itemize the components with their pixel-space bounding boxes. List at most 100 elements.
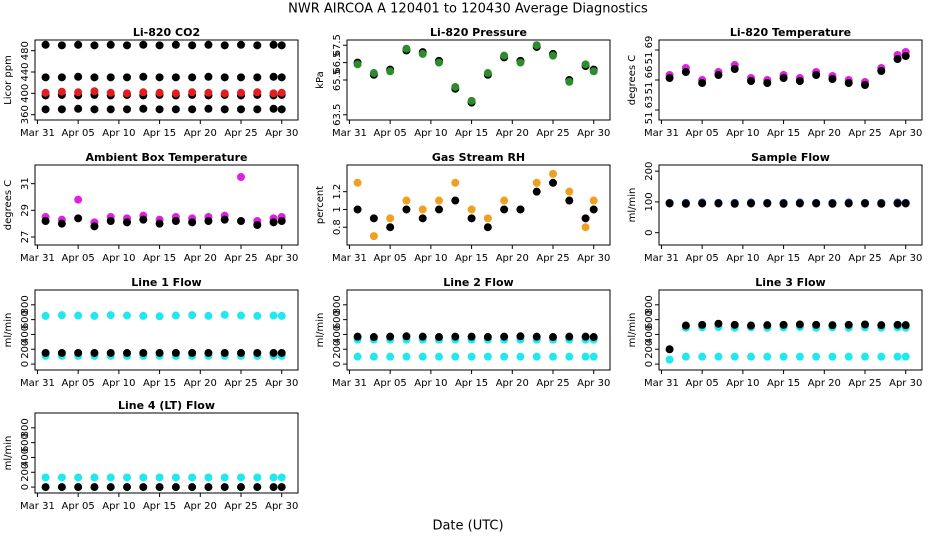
point [139, 348, 148, 357]
point [353, 178, 362, 187]
point [188, 73, 197, 82]
point [532, 178, 541, 187]
point [220, 73, 229, 82]
x-tick-label: Apr 25 [224, 128, 257, 139]
x-tick-label: Apr 15 [767, 253, 800, 264]
x-tick-label: Apr 15 [143, 253, 176, 264]
point [467, 332, 476, 341]
point [269, 40, 278, 49]
point [795, 199, 804, 208]
x-tick-label: Apr 25 [848, 253, 881, 264]
x-tick-label: Apr 05 [374, 128, 407, 139]
point [451, 352, 460, 361]
point [106, 88, 115, 97]
x-tick-label: Apr 20 [184, 501, 217, 512]
point [435, 196, 444, 205]
point [589, 196, 598, 205]
x-tick-label: Apr 30 [265, 501, 298, 512]
x-tick-label: Apr 30 [577, 378, 610, 389]
point [549, 352, 558, 361]
point [139, 40, 148, 49]
point [747, 199, 756, 208]
point [451, 178, 460, 187]
point [188, 218, 197, 227]
x-tick-label: Apr 25 [224, 378, 257, 389]
point [844, 199, 853, 208]
x-tick-label: Apr 25 [848, 378, 881, 389]
point [74, 214, 83, 223]
point [877, 67, 886, 75]
x-tick-label: Apr 10 [726, 128, 759, 139]
x-tick-label: Apr 25 [536, 378, 569, 389]
point [386, 67, 395, 76]
y-tick-label: 200 [20, 340, 31, 359]
point [220, 89, 229, 98]
y-tick-label: 0 [20, 361, 31, 367]
point [369, 333, 378, 342]
point [220, 310, 229, 319]
x-tick-label: Apr 20 [496, 378, 529, 389]
point [402, 205, 411, 214]
y-tick-label: 200 [644, 340, 655, 359]
point [74, 483, 83, 492]
y-axis-label: kPa [315, 71, 326, 89]
point [155, 483, 164, 492]
y-tick-label: 51 69 [644, 36, 655, 65]
panel-title: Line 2 Flow [443, 276, 513, 289]
point [106, 348, 115, 357]
point [155, 73, 164, 82]
y-tick-label: 200 [644, 162, 655, 181]
point [747, 352, 756, 361]
point [901, 352, 910, 361]
plot-frame [346, 39, 611, 121]
point [714, 319, 723, 328]
point [74, 104, 83, 113]
point [204, 88, 213, 97]
point [435, 352, 444, 361]
y-axis-label: ml/min [627, 188, 638, 223]
y-tick-label: 0 [644, 361, 655, 367]
point [188, 41, 197, 50]
x-tick-label: Apr 20 [496, 128, 529, 139]
point [532, 187, 541, 196]
x-tick-label: Mar 31 [20, 501, 55, 512]
point [369, 352, 378, 361]
panel-title: Line 3 Flow [755, 276, 825, 289]
x-tick-label: Apr 10 [726, 253, 759, 264]
point [277, 41, 286, 50]
point [269, 483, 278, 492]
point [253, 88, 262, 97]
point [549, 51, 558, 60]
x-tick-label: Apr 30 [889, 128, 922, 139]
point [901, 199, 910, 208]
x-tick-label: Apr 05 [62, 378, 95, 389]
point [220, 483, 229, 492]
x-tick-label: Apr 10 [102, 253, 135, 264]
point [41, 73, 50, 82]
panel-title: Ambient Box Temperature [86, 151, 248, 164]
point [57, 348, 66, 357]
point [90, 105, 99, 114]
point [812, 71, 821, 79]
x-tick-label: Mar 31 [332, 253, 367, 264]
y-tick-label: 360 [20, 105, 31, 124]
point [155, 41, 164, 50]
point [467, 96, 476, 105]
point [714, 199, 723, 208]
point [253, 483, 262, 492]
plot-frame [658, 164, 923, 246]
point [565, 332, 574, 341]
point [581, 332, 590, 341]
point [763, 199, 772, 208]
point [779, 352, 788, 361]
y-tick-label: 0.8 [332, 219, 343, 235]
y-tick-label: 600 [332, 310, 343, 329]
point [681, 68, 690, 76]
point [779, 320, 788, 329]
x-tick-label: Apr 15 [767, 128, 800, 139]
point [171, 473, 180, 482]
point [779, 74, 788, 82]
point [155, 105, 164, 114]
point [418, 205, 427, 214]
point [402, 352, 411, 361]
